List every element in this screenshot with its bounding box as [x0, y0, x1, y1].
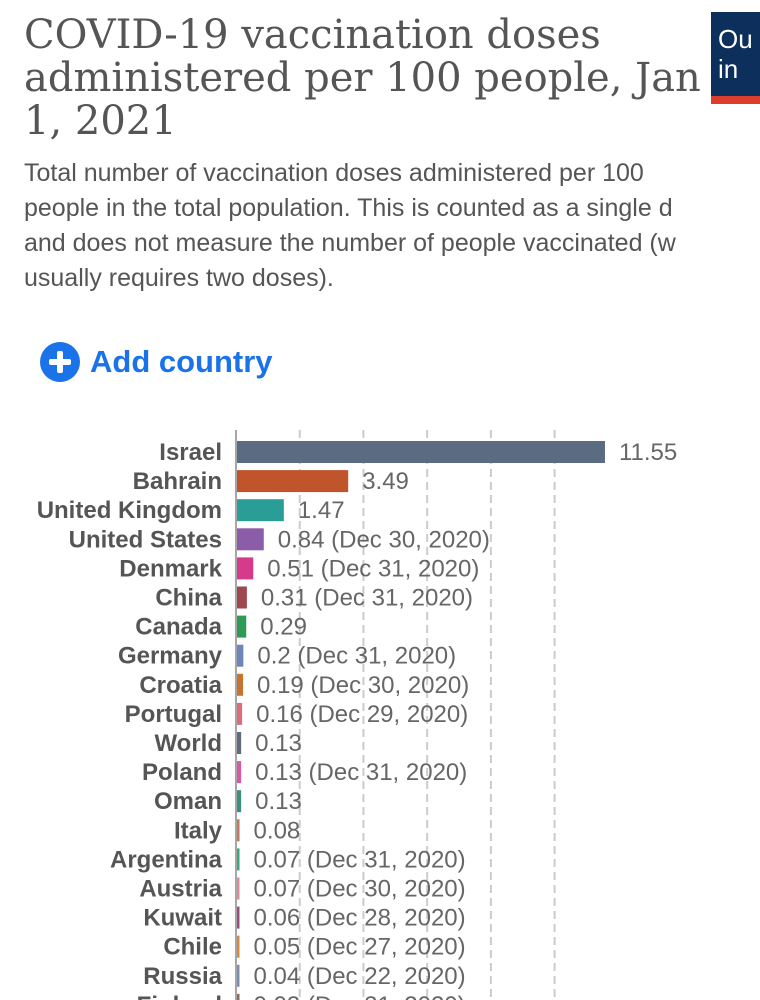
bar-denmark [237, 557, 254, 580]
value-label-italy: 0.08 [254, 817, 301, 844]
subtitle-line-2: people in the total population. This is … [24, 194, 673, 222]
value-label-germany: 0.2 (Dec 31, 2020) [257, 643, 456, 670]
category-label-bahrain: Bahrain [133, 468, 222, 495]
subtitle-line-1: Total number of vaccination doses admini… [24, 159, 644, 187]
bar-chart: Israel 11.55 Bahrain 3.49 United Kingdom 1.47… [37, 430, 677, 1000]
value-label-austria: 0.07 (Dec 30, 2020) [254, 876, 466, 903]
bar-chile [237, 935, 240, 958]
category-label-canada: Canada [135, 614, 222, 641]
value-label-canada: 0.29 [260, 614, 307, 641]
value-label-portugal: 0.16 (Dec 29, 2020) [256, 701, 468, 728]
subtitle-line-4: usually requires two doses). [24, 264, 334, 292]
bar-italy [237, 819, 240, 842]
category-label-austria: Austria [139, 876, 222, 903]
bar-russia [237, 964, 240, 987]
value-label-finland: 0.03 (Dec 31, 2020) [254, 992, 466, 1000]
chart-title: COVID-19 vaccination doses administered … [24, 12, 701, 144]
bar-portugal [237, 702, 243, 725]
category-label-croatia: Croatia [139, 672, 222, 699]
category-label-poland: Poland [142, 759, 222, 786]
value-label-china: 0.31 (Dec 31, 2020) [261, 585, 473, 612]
category-label-finland: Finland [137, 992, 222, 1000]
value-label-russia: 0.04 (Dec 22, 2020) [254, 963, 466, 990]
value-label-bahrain: 3.49 [362, 468, 409, 495]
plus-circle-icon [40, 342, 80, 382]
value-label-israel: 11.55 [619, 439, 677, 466]
value-label-world: 0.13 [255, 730, 302, 757]
category-label-portugal: Portugal [125, 701, 222, 728]
category-label-united-states: United States [69, 526, 222, 553]
bar-china [237, 586, 247, 609]
bar-world [237, 732, 242, 754]
bar-finland [237, 993, 240, 1000]
category-label-kuwait: Kuwait [143, 905, 222, 932]
value-label-united-kingdom: 1.47 [298, 497, 345, 524]
category-label-world: World [154, 730, 222, 757]
value-label-kuwait: 0.06 (Dec 28, 2020) [254, 905, 466, 932]
value-label-argentina: 0.07 (Dec 31, 2020) [254, 846, 466, 873]
bar-united-kingdom [237, 499, 284, 522]
bar-israel [237, 441, 605, 463]
category-label-germany: Germany [118, 643, 223, 670]
add-country-button[interactable]: Add country [40, 342, 273, 382]
value-label-chile: 0.05 (Dec 27, 2020) [254, 934, 466, 961]
value-label-united-states: 0.84 (Dec 30, 2020) [278, 526, 490, 553]
bar-croatia [237, 673, 244, 696]
our-world-in-data-logo[interactable]: Ou in [711, 12, 760, 104]
subtitle-line-3: and does not measure the number of peopl… [24, 229, 676, 257]
value-label-poland: 0.13 (Dec 31, 2020) [255, 759, 467, 786]
category-label-italy: Italy [174, 817, 223, 844]
category-label-russia: Russia [143, 963, 222, 990]
bar-austria [237, 877, 240, 900]
value-label-oman: 0.13 [255, 788, 302, 815]
bar-canada [237, 615, 247, 638]
bar-united-states [237, 528, 264, 551]
bar-poland [237, 761, 242, 784]
category-label-chile: Chile [163, 934, 222, 961]
logo-line-1: Ou [718, 24, 753, 54]
category-label-israel: Israel [159, 439, 222, 466]
bar-argentina [237, 848, 240, 871]
logo-line-2: in [718, 54, 739, 84]
bar-oman [237, 790, 242, 813]
category-label-argentina: Argentina [110, 846, 223, 873]
category-label-oman: Oman [154, 788, 222, 815]
bar-kuwait [237, 906, 240, 929]
category-label-china: China [155, 585, 222, 612]
bar-bahrain [237, 470, 349, 493]
value-label-denmark: 0.51 (Dec 31, 2020) [267, 555, 479, 582]
add-country-label: Add country [90, 344, 273, 379]
value-label-croatia: 0.19 (Dec 30, 2020) [257, 672, 469, 699]
category-label-united-kingdom: United Kingdom [37, 497, 222, 524]
bar-germany [237, 644, 244, 667]
category-label-denmark: Denmark [119, 555, 222, 582]
chart-subtitle: Total number of vaccination doses admini… [24, 156, 760, 296]
